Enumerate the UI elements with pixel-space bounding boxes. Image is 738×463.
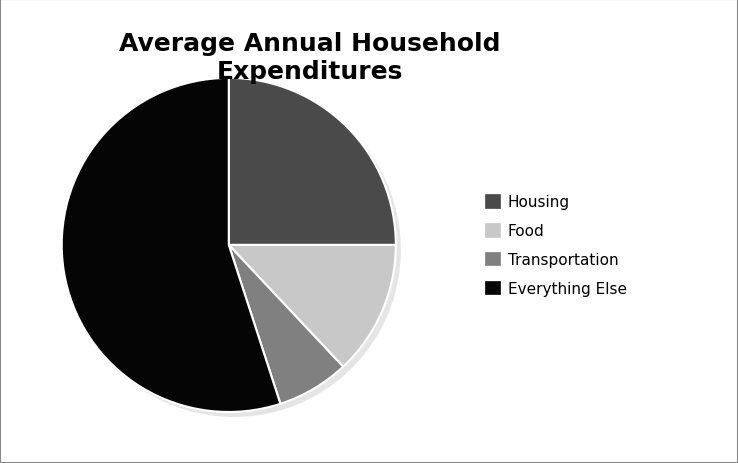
Ellipse shape — [66, 84, 401, 417]
Wedge shape — [229, 245, 396, 367]
Wedge shape — [229, 245, 343, 404]
Legend: Housing, Food, Transportation, Everything Else: Housing, Food, Transportation, Everythin… — [479, 188, 632, 302]
Text: Average Annual Household
Expenditures: Average Annual Household Expenditures — [120, 32, 500, 84]
Wedge shape — [229, 79, 396, 245]
Wedge shape — [62, 79, 280, 412]
